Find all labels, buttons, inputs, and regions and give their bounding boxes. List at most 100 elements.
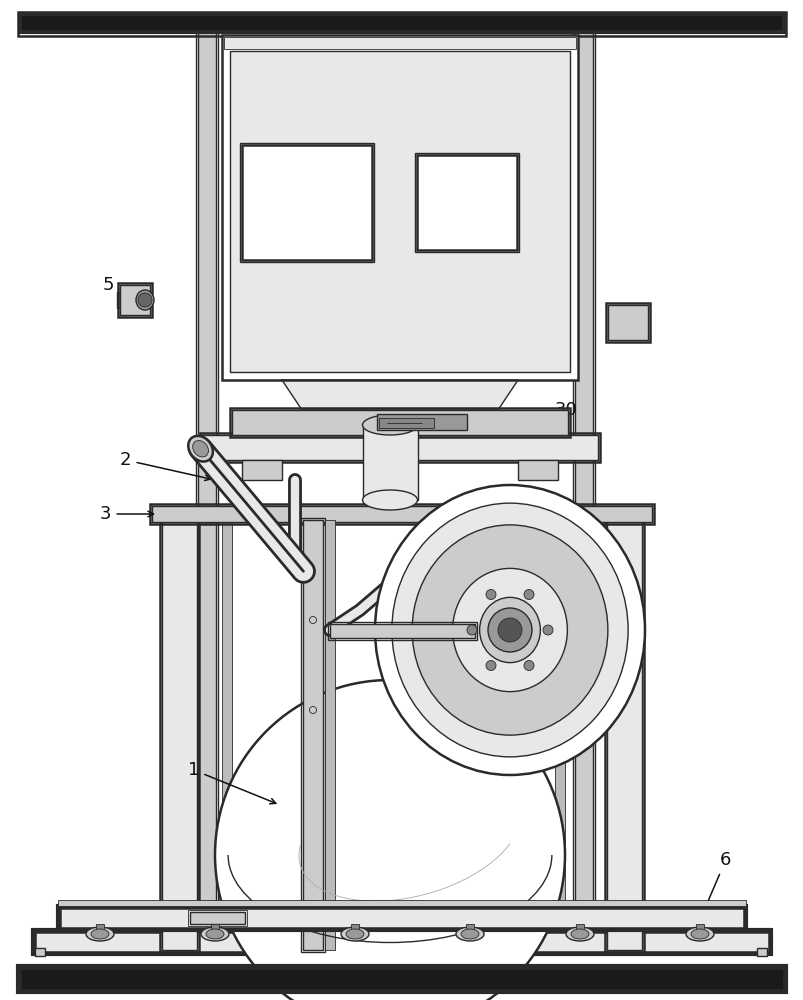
Ellipse shape xyxy=(412,525,607,735)
Bar xyxy=(414,153,519,252)
Bar xyxy=(200,433,599,462)
Bar xyxy=(150,504,653,524)
Ellipse shape xyxy=(362,490,417,510)
Ellipse shape xyxy=(362,415,417,435)
Bar xyxy=(328,622,476,640)
Bar xyxy=(20,14,783,32)
Bar xyxy=(604,518,643,952)
Bar xyxy=(554,520,565,950)
Bar xyxy=(377,414,467,430)
Ellipse shape xyxy=(455,927,483,941)
Circle shape xyxy=(485,589,495,599)
Text: 3: 3 xyxy=(100,505,153,523)
Bar xyxy=(351,924,359,932)
Bar xyxy=(198,32,216,522)
Bar xyxy=(607,305,647,340)
Circle shape xyxy=(369,950,410,990)
Bar xyxy=(33,930,770,954)
Bar xyxy=(196,30,218,524)
Ellipse shape xyxy=(391,503,627,757)
Circle shape xyxy=(485,661,495,671)
Bar xyxy=(242,145,372,260)
Bar xyxy=(117,292,122,308)
Bar xyxy=(58,900,745,906)
Bar xyxy=(222,35,577,380)
Circle shape xyxy=(138,293,152,307)
Bar xyxy=(756,948,766,956)
Bar xyxy=(574,32,593,522)
Ellipse shape xyxy=(570,929,589,939)
Bar xyxy=(324,520,335,950)
Ellipse shape xyxy=(340,927,369,941)
Text: 2: 2 xyxy=(120,451,210,481)
Bar xyxy=(188,910,247,926)
Bar xyxy=(573,30,594,524)
Polygon shape xyxy=(282,380,517,410)
Bar xyxy=(300,518,324,952)
Bar xyxy=(466,924,474,932)
Text: 4: 4 xyxy=(371,71,396,126)
Bar xyxy=(196,518,218,952)
Circle shape xyxy=(349,930,430,1000)
Bar xyxy=(60,908,743,928)
Ellipse shape xyxy=(201,927,229,941)
Circle shape xyxy=(542,625,552,635)
Bar xyxy=(210,924,218,932)
Text: 6: 6 xyxy=(700,851,731,916)
Bar xyxy=(202,435,597,460)
Ellipse shape xyxy=(193,440,208,457)
Bar xyxy=(198,520,216,950)
Bar xyxy=(96,924,104,932)
Ellipse shape xyxy=(91,929,109,939)
Bar xyxy=(230,408,569,437)
Ellipse shape xyxy=(86,927,114,941)
Text: 5: 5 xyxy=(103,276,144,299)
Ellipse shape xyxy=(136,290,154,310)
Ellipse shape xyxy=(690,929,708,939)
Bar xyxy=(605,303,649,342)
Bar xyxy=(190,912,245,924)
Bar xyxy=(120,285,150,315)
Ellipse shape xyxy=(374,485,644,775)
Bar xyxy=(242,460,282,480)
Circle shape xyxy=(524,661,533,671)
Ellipse shape xyxy=(345,929,364,939)
Bar xyxy=(230,51,569,372)
Text: 1: 1 xyxy=(188,761,275,804)
Ellipse shape xyxy=(188,436,213,462)
Text: 30: 30 xyxy=(419,401,577,450)
Bar xyxy=(573,518,594,952)
Circle shape xyxy=(329,910,450,1000)
Bar xyxy=(18,12,785,36)
Ellipse shape xyxy=(206,929,224,939)
Bar xyxy=(224,37,575,49)
Bar xyxy=(303,520,323,950)
Bar xyxy=(378,418,434,428)
Circle shape xyxy=(487,608,532,652)
Bar xyxy=(517,460,557,480)
Ellipse shape xyxy=(565,927,593,941)
Bar xyxy=(20,968,783,990)
Bar xyxy=(161,520,197,950)
Bar xyxy=(222,520,232,950)
Ellipse shape xyxy=(460,929,479,939)
Circle shape xyxy=(497,618,521,642)
Bar xyxy=(695,924,703,932)
Bar xyxy=(58,906,745,930)
Circle shape xyxy=(214,680,565,1000)
Ellipse shape xyxy=(685,927,713,941)
Bar xyxy=(240,143,373,262)
Bar xyxy=(574,520,593,950)
Ellipse shape xyxy=(479,597,540,663)
Bar xyxy=(417,155,516,250)
Bar xyxy=(118,283,152,317)
Bar xyxy=(35,948,45,956)
Bar xyxy=(232,410,567,435)
Bar xyxy=(35,932,768,952)
Bar xyxy=(160,518,199,952)
Ellipse shape xyxy=(452,568,567,692)
Bar xyxy=(575,924,583,932)
Bar xyxy=(606,520,642,950)
Circle shape xyxy=(467,625,476,635)
Bar xyxy=(152,506,651,522)
